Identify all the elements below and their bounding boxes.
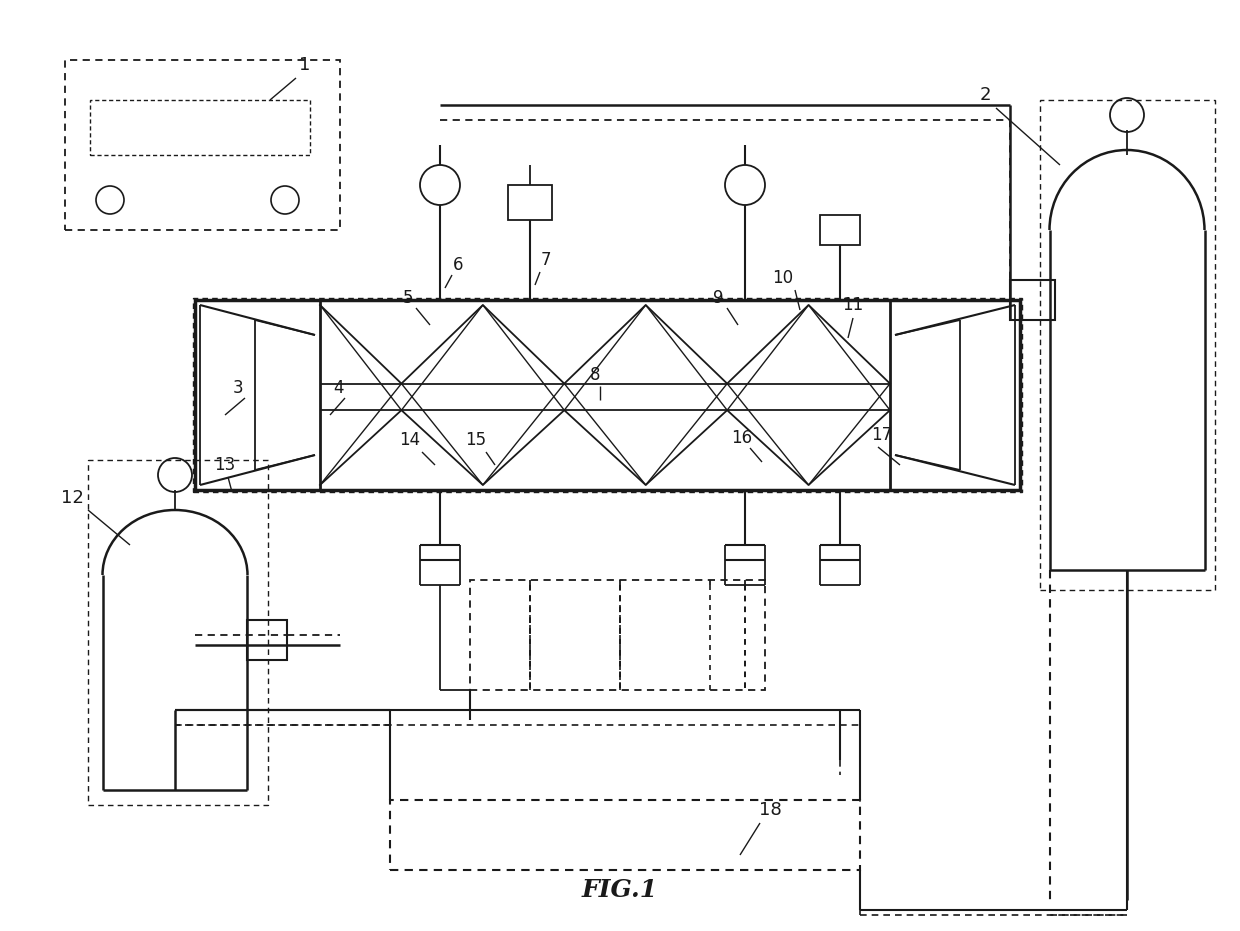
Text: 4: 4 (332, 379, 343, 397)
Bar (820, 215, 861, 245)
Text: 2: 2 (980, 86, 991, 104)
Text: 6: 6 (453, 256, 464, 274)
Text: 14: 14 (399, 431, 420, 449)
Text: 9: 9 (713, 289, 723, 307)
Text: 17: 17 (872, 426, 893, 444)
Text: 18: 18 (759, 801, 781, 819)
Text: 15: 15 (465, 431, 486, 449)
Text: 3: 3 (233, 379, 243, 397)
Text: 10: 10 (773, 269, 794, 287)
Bar (91, 100, 310, 155)
Bar (88, 460, 268, 805)
Bar (391, 800, 861, 870)
Text: 16: 16 (732, 429, 753, 447)
Text: 5: 5 (403, 289, 413, 307)
Bar (247, 620, 286, 660)
Text: 12: 12 (61, 489, 83, 507)
Text: FIG.1: FIG.1 (582, 878, 658, 902)
Bar (1040, 100, 1215, 590)
Text: 8: 8 (590, 366, 600, 384)
Bar (64, 60, 340, 230)
Bar (470, 580, 765, 690)
Bar (508, 185, 552, 220)
Bar (1011, 280, 1055, 320)
Text: 13: 13 (215, 456, 236, 474)
Text: 11: 11 (842, 296, 863, 314)
Bar (195, 300, 1021, 490)
Text: 1: 1 (299, 56, 311, 74)
Bar (193, 298, 1022, 492)
Text: 7: 7 (541, 251, 552, 269)
